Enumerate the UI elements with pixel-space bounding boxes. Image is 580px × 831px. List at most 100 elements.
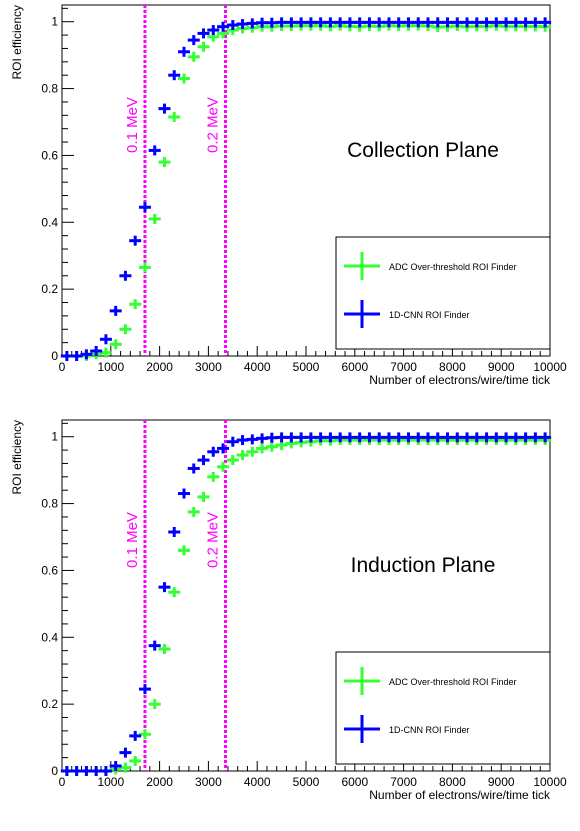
data-point — [246, 446, 259, 457]
data-point — [168, 70, 181, 81]
data-point — [109, 760, 122, 771]
data-point — [217, 461, 230, 472]
data-point — [119, 747, 132, 758]
x-tick-label: 6000 — [341, 775, 368, 789]
data-point — [197, 491, 210, 502]
legend-box — [335, 236, 551, 350]
data-point — [138, 202, 151, 213]
data-point — [148, 640, 161, 651]
x-tick-label: 8000 — [439, 775, 466, 789]
data-point — [207, 25, 220, 36]
plane-label: Collection Plane — [347, 139, 499, 162]
data-point — [109, 305, 122, 316]
legend-box — [335, 651, 551, 765]
data-point — [99, 347, 112, 358]
data-point — [138, 262, 151, 273]
data-point — [80, 349, 93, 360]
data-point — [256, 443, 269, 454]
data-point — [129, 299, 142, 310]
y-axis-label: ROI efficiency — [10, 5, 24, 79]
data-point — [217, 21, 230, 32]
data-point — [236, 450, 249, 461]
data-point — [158, 643, 171, 654]
x-tick-label: 1000 — [97, 775, 124, 789]
data-point — [178, 545, 190, 556]
energy-threshold-label: 0.1 MeV — [124, 97, 141, 153]
x-tick-label: 7000 — [390, 775, 417, 789]
data-point — [148, 699, 161, 710]
x-tick-label: 8000 — [439, 360, 466, 374]
data-point — [129, 235, 142, 246]
data-point — [129, 730, 142, 741]
data-point — [99, 766, 112, 776]
data-point — [539, 432, 552, 443]
data-point — [138, 729, 151, 740]
x-tick-label: 9000 — [488, 360, 515, 374]
data-point — [168, 111, 181, 122]
y-tick-label: 0.2 — [41, 697, 58, 711]
y-tick-label: 0.6 — [41, 148, 58, 162]
x-tick-label: 2000 — [146, 360, 173, 374]
data-point — [187, 51, 200, 62]
y-tick-label: 0.4 — [41, 215, 58, 229]
x-tick-label: 4000 — [244, 775, 271, 789]
legend-label: ADC Over-threshold ROI Finder — [389, 262, 517, 272]
data-point — [129, 755, 142, 766]
y-tick-label: 0.8 — [41, 82, 58, 96]
x-tick-label: 5000 — [293, 775, 320, 789]
data-point — [187, 506, 200, 517]
legend-label: 1D-CNN ROI Finder — [389, 725, 470, 735]
plane-label: Induction Plane — [351, 554, 496, 577]
data-point — [187, 35, 200, 46]
data-point — [109, 339, 122, 350]
y-tick-label: 1 — [51, 15, 58, 29]
data-point — [197, 455, 210, 466]
data-point — [178, 488, 190, 499]
collection-plane-chart: 0 1000 2000 3000 4000 5000 6000 7000 8000 9000 100… — [10, 4, 567, 387]
data-point — [158, 157, 171, 168]
data-point — [187, 463, 200, 474]
data-point — [217, 443, 230, 454]
x-tick-label: 0 — [59, 360, 66, 374]
x-tick-label: 1000 — [97, 360, 124, 374]
energy-threshold-label: 0.2 MeV — [204, 97, 221, 153]
energy-threshold-label: 0.2 MeV — [204, 512, 221, 568]
y-tick-label: 0 — [51, 349, 58, 363]
data-point — [207, 446, 220, 457]
data-point — [119, 270, 132, 281]
data-point — [539, 17, 552, 28]
data-point — [197, 41, 210, 52]
y-tick-label: 0.6 — [41, 563, 58, 577]
data-point — [119, 324, 132, 335]
y-tick-label: 0 — [51, 764, 58, 778]
legend-label: 1D-CNN ROI Finder — [389, 310, 470, 320]
x-tick-label: 3000 — [195, 775, 222, 789]
x-tick-label: 0 — [59, 775, 66, 789]
legend-label: ADC Over-threshold ROI Finder — [389, 677, 517, 687]
x-tick-label: 4000 — [244, 360, 271, 374]
data-point — [148, 145, 161, 156]
data-point — [99, 334, 112, 345]
x-tick-label: 6000 — [341, 360, 368, 374]
data-point — [197, 28, 210, 39]
data-point — [119, 762, 132, 773]
induction-plane-chart: 0 1000 2000 3000 4000 5000 6000 7000 8000 9000 100… — [10, 419, 567, 802]
data-point — [158, 582, 171, 593]
x-tick-label: 10000 — [533, 775, 567, 789]
y-tick-label: 0.4 — [41, 630, 58, 644]
x-axis-label: Number of electrons/wire/time tick — [369, 373, 551, 387]
data-point — [226, 455, 239, 466]
data-point — [168, 526, 181, 537]
energy-threshold-label: 0.1 MeV — [124, 512, 141, 568]
data-point — [178, 73, 190, 84]
x-tick-label: 10000 — [533, 360, 567, 374]
x-tick-label: 2000 — [146, 775, 173, 789]
y-tick-label: 1 — [51, 430, 58, 444]
data-point — [70, 351, 83, 361]
data-point — [138, 684, 151, 695]
data-point — [90, 345, 103, 356]
data-point — [265, 441, 278, 452]
y-tick-label: 0.2 — [41, 282, 58, 296]
data-point — [207, 471, 220, 482]
x-tick-label: 5000 — [293, 360, 320, 374]
